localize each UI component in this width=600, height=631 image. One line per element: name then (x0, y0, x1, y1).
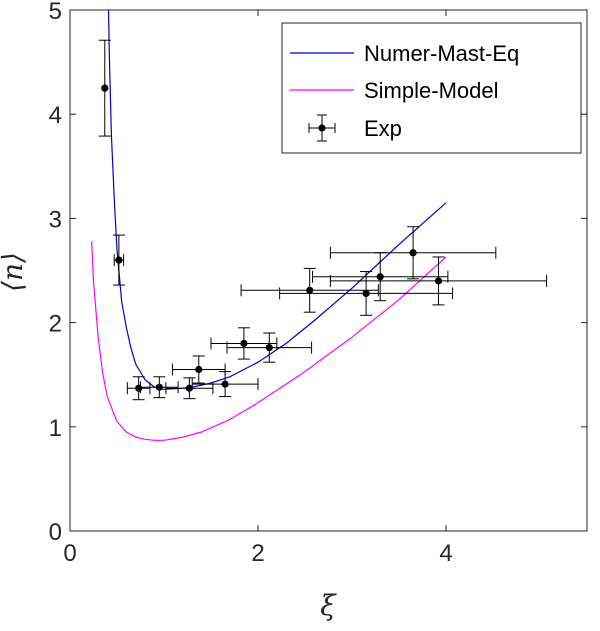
x-tick-label: 2 (251, 540, 264, 567)
exp-data-point (112, 234, 125, 286)
exp-marker (221, 380, 229, 388)
x-tick-label: 0 (63, 540, 76, 567)
exp-marker (185, 384, 193, 392)
y-tick-label: 3 (49, 206, 62, 233)
y-axis-label: ⟨n⟩ (0, 252, 29, 292)
x-tick-label: 4 (439, 540, 452, 567)
exp-marker (101, 84, 109, 92)
exp-data-point (191, 371, 259, 398)
exp-data-point (140, 376, 179, 399)
exp-marker (240, 339, 248, 348)
exp-marker (409, 249, 417, 257)
exp-data-point (279, 271, 454, 316)
exp-marker (115, 256, 123, 264)
exp-marker (155, 383, 163, 391)
exp-marker (362, 289, 370, 298)
exp-data-point (329, 256, 548, 306)
legend-box (281, 22, 582, 154)
series-line-numer-mast-eq (107, 10, 447, 390)
exp-marker (434, 277, 443, 285)
legend-swatch-exp-marker (318, 124, 326, 132)
exp-marker (195, 365, 203, 374)
exp-data-point (171, 355, 226, 384)
y-tick-label: 1 (49, 415, 62, 442)
exp-marker (306, 286, 314, 294)
plot-area-frame (69, 9, 588, 532)
legend-label-numer-mast-eq: Numer-Mast-Eq (364, 41, 519, 66)
y-tick-label: 0 (49, 519, 62, 546)
x-axis-label: ξ (320, 589, 337, 622)
y-tick-label: 5 (49, 0, 62, 25)
exp-marker (135, 384, 143, 392)
exp-data-point (329, 226, 497, 280)
exp-data-point (240, 267, 379, 313)
series-line-simple-model (91, 241, 447, 441)
y-tick-label: 4 (49, 102, 62, 129)
exp-marker (376, 273, 384, 281)
legend-label-exp: Exp (364, 116, 402, 141)
exp-marker (265, 344, 273, 352)
exp-data-point (210, 327, 278, 360)
exp-data-point (98, 39, 111, 137)
exp-data-point (226, 332, 313, 363)
legend-label-simple-model: Simple-Model (364, 78, 499, 103)
y-tick-label: 2 (49, 311, 62, 338)
